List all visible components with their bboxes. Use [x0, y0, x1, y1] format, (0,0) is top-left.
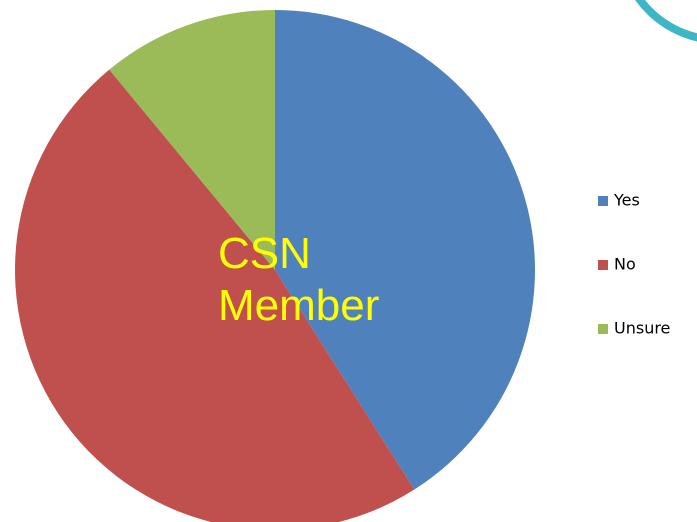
legend-label: No: [614, 255, 636, 274]
pie-slice: [275, 10, 535, 490]
legend-swatch: [598, 196, 608, 206]
legend-label: Unsure: [614, 319, 670, 338]
pie: [15, 9, 535, 522]
legend-label: Yes: [613, 191, 640, 210]
legend: Yes No Unsure: [598, 191, 670, 338]
chart-title: CSN Member: [218, 229, 380, 330]
decoration-arc: [635, 0, 697, 42]
legend-swatch: [598, 324, 608, 334]
pie-slice: [109, 9, 275, 270]
pie-slice: [15, 69, 415, 522]
legend-swatch: [598, 260, 608, 270]
